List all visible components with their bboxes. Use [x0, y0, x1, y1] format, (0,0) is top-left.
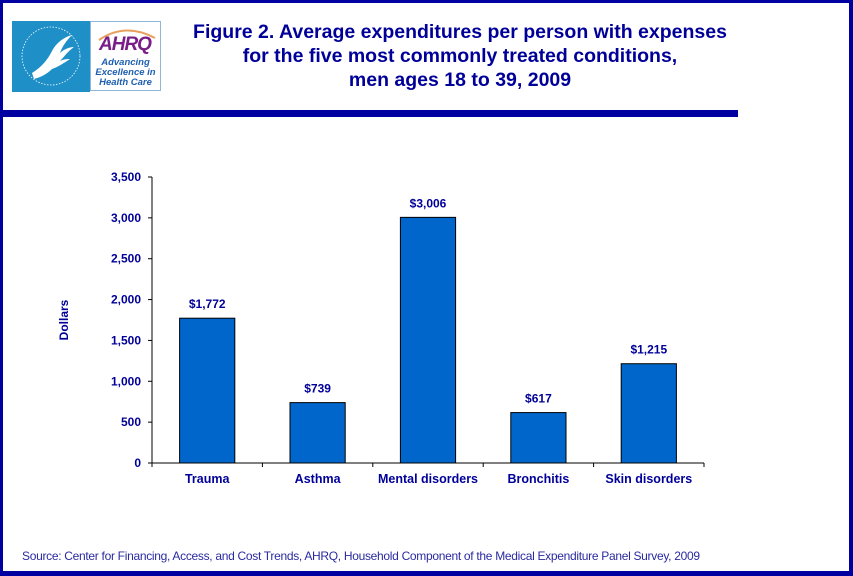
data-label: $3,006 [410, 196, 447, 210]
y-axis-ticks: 0 500 1,000 1,500 2,000 2,500 3,000 3,500 [111, 170, 152, 470]
x-tick-label: Mental disorders [378, 472, 478, 486]
ahrq-logo: AHRQ Advancing Excellence in Health Care [90, 21, 161, 91]
logo-block: AHRQ Advancing Excellence in Health Care [12, 21, 162, 92]
y-tick-label: 2,500 [111, 252, 141, 266]
tagline-line: Advancing [101, 57, 150, 68]
x-tick-label: Trauma [185, 472, 231, 486]
bar-asthma [289, 402, 346, 464]
header-divider [3, 110, 738, 117]
data-label: $1,772 [189, 297, 226, 311]
data-label: $739 [304, 382, 331, 396]
tagline-line: Excellence in [95, 67, 156, 78]
bar-skin-disorders [620, 363, 677, 464]
bars: $1,772 $739 $3,006 $617 $1,215 [179, 196, 677, 464]
y-tick-label: 1,500 [111, 333, 141, 347]
ahrq-wordmark: AHRQ [99, 34, 152, 55]
x-tick-label: Skin disorders [605, 472, 692, 486]
title-line: Figure 2. Average expenditures per perso… [193, 21, 727, 43]
data-label: $617 [525, 392, 552, 406]
y-tick-label: 2,000 [111, 293, 141, 307]
x-tick-label: Bronchitis [507, 472, 569, 486]
source-note: Source: Center for Financing, Access, an… [22, 549, 700, 563]
bar-bronchitis [510, 412, 567, 464]
title-line: men ages 18 to 39, 2009 [348, 69, 572, 91]
bar-trauma [179, 317, 236, 464]
tagline-line: Health Care [99, 77, 152, 88]
y-tick-label: 1,000 [111, 374, 141, 388]
y-axis-label: Dollars [57, 299, 71, 340]
bar-mental-disorders [399, 216, 457, 464]
ahrq-tagline: Advancing Excellence in Health Care [91, 58, 160, 88]
data-label: $1,215 [630, 343, 667, 357]
y-tick-label: 500 [121, 415, 141, 429]
hhs-eagle-icon [12, 21, 90, 92]
y-tick-label: 3,500 [111, 170, 141, 184]
title-line: for the five most commonly treated condi… [242, 45, 678, 67]
figure-title: Figure 2. Average expenditures per perso… [170, 20, 750, 92]
y-tick-label: 3,000 [111, 211, 141, 225]
x-tick-label: Asthma [295, 472, 342, 486]
y-tick-label: 0 [134, 456, 141, 470]
x-axis-labels: Trauma Asthma Mental disorders Bronchitis Sk… [151, 463, 705, 486]
